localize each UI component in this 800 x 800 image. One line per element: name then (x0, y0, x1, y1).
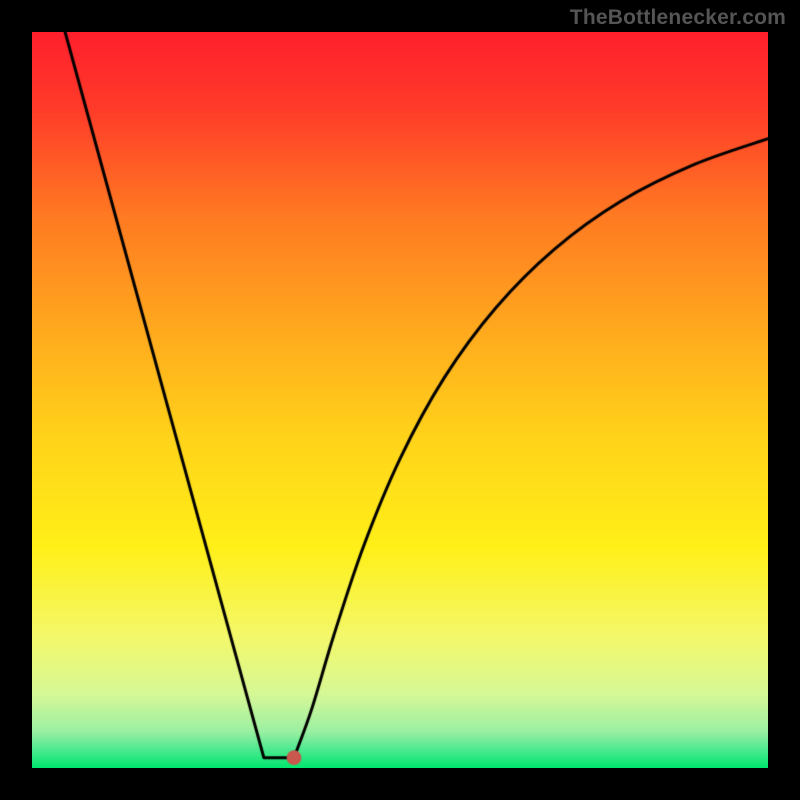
plot-area (32, 32, 768, 768)
bottleneck-curve-chart (32, 32, 768, 768)
watermark-text: TheBottlenecker.com (570, 6, 786, 30)
stage: TheBottlenecker.com (0, 0, 800, 800)
